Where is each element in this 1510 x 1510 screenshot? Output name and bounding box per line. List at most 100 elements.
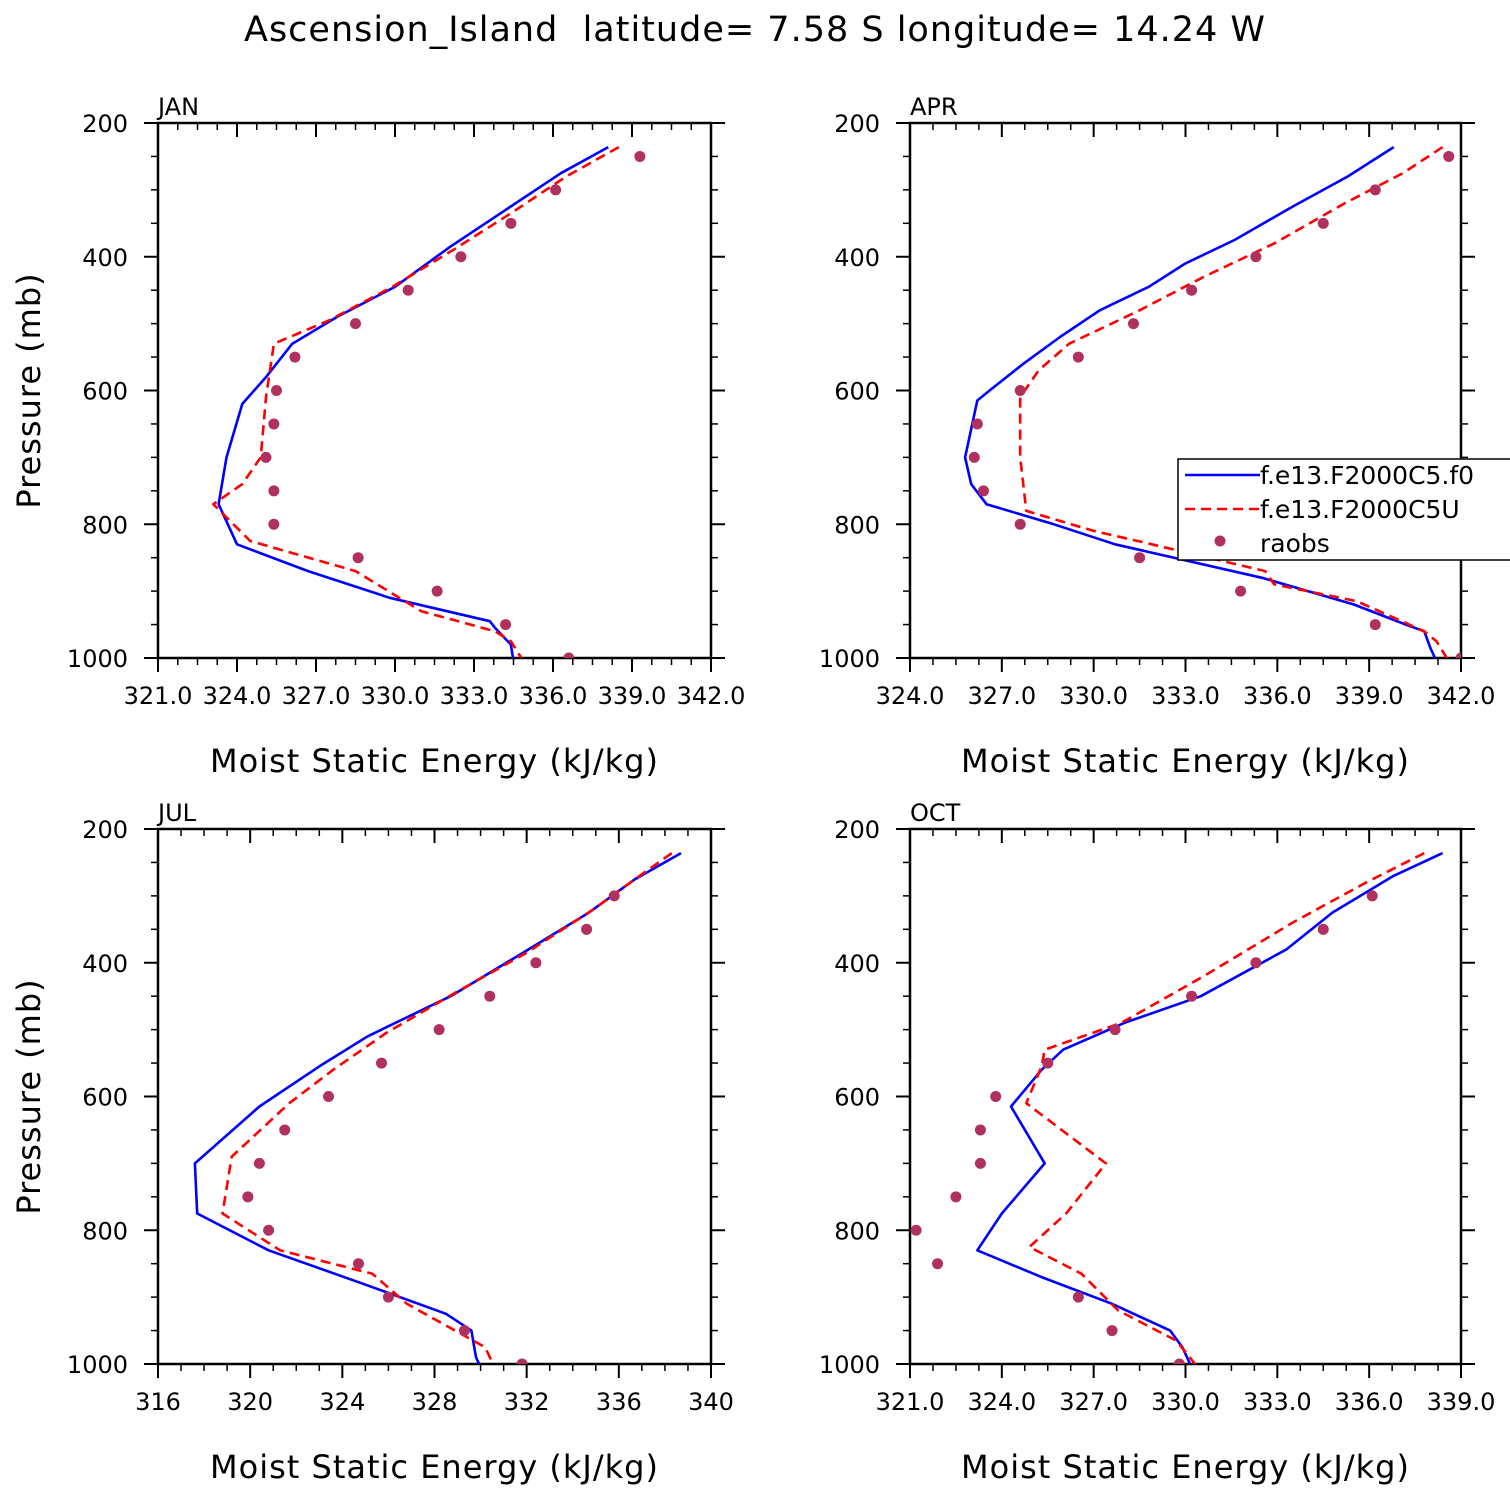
y-tick-label: 600	[834, 378, 880, 406]
raobs-point	[1042, 1057, 1054, 1069]
x-tick-label: 330.0	[1059, 682, 1128, 710]
panel-apr: APR 324.0 327.0 330.0 333.0 336.0 339.0 342.0 20…	[819, 93, 1510, 780]
x-tick-label: 339.0	[598, 682, 667, 710]
raobs-point	[253, 1157, 265, 1169]
raobs-point	[1443, 150, 1455, 162]
raobs-point	[974, 1157, 986, 1169]
y-tick-label: 200	[82, 110, 128, 138]
x-tick-label: 327.0	[967, 682, 1036, 710]
raobs-point	[1106, 1325, 1118, 1337]
raobs-point	[1186, 284, 1198, 296]
raobs-point	[484, 990, 496, 1002]
raobs-point	[1317, 217, 1329, 229]
legend-label: raobs	[1260, 529, 1330, 558]
raobs-point	[263, 1224, 275, 1236]
x-tick-label: 339.0	[1427, 1388, 1496, 1416]
y-tick-label: 800	[834, 511, 880, 539]
x-tick-label: 336.0	[1335, 1388, 1404, 1416]
y-tick-label: 1000	[67, 1351, 128, 1379]
raobs-point	[268, 418, 280, 430]
raobs-point	[260, 451, 272, 463]
series-line-f0	[193, 851, 682, 1364]
raobs-point	[1127, 318, 1139, 330]
raobs-point	[1366, 890, 1378, 902]
raobs-point	[977, 485, 989, 497]
x-tick-label: 336.0	[519, 682, 588, 710]
legend-marker-raobs	[1214, 535, 1226, 547]
y-axis-label: Pressure (mb)	[10, 978, 48, 1214]
y-tick-label: 200	[834, 110, 880, 138]
x-tick-label: 324	[319, 1388, 365, 1416]
raobs-point	[402, 284, 414, 296]
raobs-point	[1250, 251, 1262, 263]
raobs-point	[1235, 585, 1247, 597]
raobs-point	[932, 1258, 944, 1270]
panel-label: APR	[910, 93, 958, 121]
raobs-point	[1173, 1358, 1185, 1364]
raobs-point	[1369, 619, 1381, 631]
raobs-point	[1369, 184, 1381, 196]
x-tick-label: 321.0	[876, 1388, 945, 1416]
series-group	[963, 146, 1461, 658]
x-axis-label: Moist Static Energy (kJ/kg)	[210, 1448, 659, 1486]
raobs-point	[458, 1325, 470, 1337]
x-tick-label: 332	[504, 1388, 550, 1416]
series-line-c5u	[221, 852, 673, 1364]
y-tick-label: 400	[834, 950, 880, 978]
raobs-point	[581, 923, 593, 935]
raobs-point	[455, 251, 467, 263]
x-tick-label: 340	[688, 1388, 734, 1416]
x-tick-label: 336	[596, 1388, 642, 1416]
y-tick-label: 600	[834, 1084, 880, 1112]
x-tick-label: 324.0	[203, 682, 272, 710]
x-tick-label: 328	[412, 1388, 458, 1416]
y-tick-label: 1000	[819, 645, 880, 673]
legend: f.e13.F2000C5.f0 f.e13.F2000C5U raobs	[1177, 458, 1510, 561]
series-line-c5u	[1018, 146, 1449, 658]
y-tick-label: 600	[82, 1084, 128, 1112]
legend-label: f.e13.F2000C5.f0	[1260, 461, 1474, 490]
raobs-point	[1014, 385, 1026, 396]
series-line-f0	[975, 851, 1444, 1364]
panel-oct: OCT 321.0 324.0 327.0 330.0 333.0 336.0 339.0 20…	[819, 799, 1495, 1486]
raobs-point	[433, 1024, 445, 1036]
y-tick-label: 200	[834, 816, 880, 844]
raobs-point	[1250, 957, 1262, 969]
raobs-point	[350, 318, 361, 330]
series-line-f0	[963, 146, 1437, 658]
raobs-point	[376, 1057, 388, 1069]
raobs-point	[279, 1124, 291, 1136]
x-tick-label: 330.0	[361, 682, 430, 710]
plot-frame	[156, 121, 713, 660]
x-tick-label: 336.0	[1243, 682, 1312, 710]
y-tick-label: 400	[834, 244, 880, 272]
panel-label: JAN	[156, 93, 199, 121]
x-tick-label: 321.0	[124, 682, 193, 710]
raobs-point	[608, 890, 620, 902]
x-axis-label: Moist Static Energy (kJ/kg)	[961, 1448, 1410, 1486]
raobs-point	[289, 351, 301, 363]
raobs-point	[271, 385, 282, 396]
raobs-point	[1186, 990, 1198, 1002]
raobs-point	[968, 451, 980, 463]
series-line-f0	[217, 145, 609, 658]
panel-jan: JAN 321.0 324.0 327.0 330.0 333.0 336.0 339.0 34…	[10, 93, 745, 780]
x-tick-label: 327.0	[282, 682, 351, 710]
x-tick-label: 320	[227, 1388, 273, 1416]
y-tick-label: 1000	[67, 645, 128, 673]
raobs-point	[950, 1191, 962, 1203]
raobs-point	[530, 957, 542, 969]
raobs-point	[971, 418, 983, 430]
raobs-point	[1014, 518, 1026, 530]
y-tick-label: 400	[82, 244, 128, 272]
raobs-point	[500, 619, 512, 631]
raobs-point	[352, 1258, 364, 1270]
x-tick-label: 327.0	[1059, 1388, 1128, 1416]
raobs-point	[1072, 1291, 1084, 1303]
raobs-point	[268, 485, 280, 497]
y-tick-label: 800	[834, 1217, 880, 1245]
raobs-point	[990, 1091, 1002, 1102]
raobs-point	[323, 1091, 335, 1102]
x-tick-label: 342.0	[1427, 682, 1496, 710]
